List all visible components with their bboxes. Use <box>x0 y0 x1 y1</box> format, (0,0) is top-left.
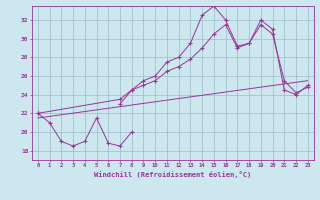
X-axis label: Windchill (Refroidissement éolien,°C): Windchill (Refroidissement éolien,°C) <box>94 171 252 178</box>
